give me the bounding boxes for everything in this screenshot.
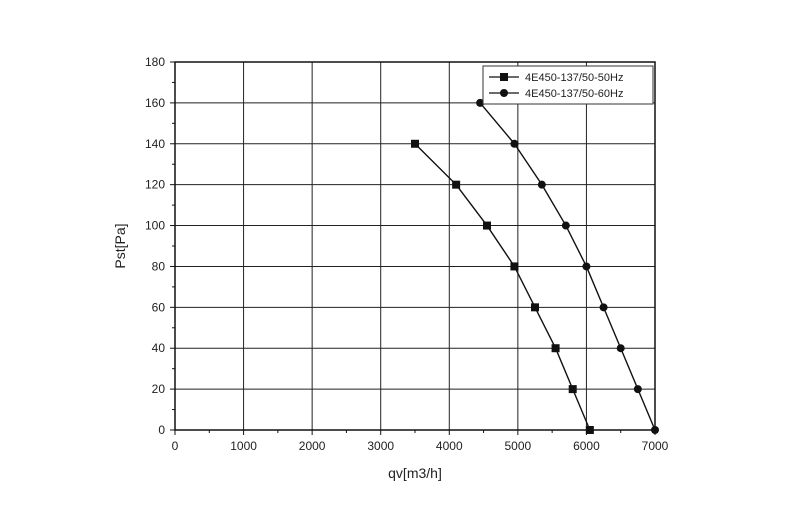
y-tick-label: 160 xyxy=(145,96,165,110)
y-tick-label: 80 xyxy=(152,259,166,273)
series-2 xyxy=(476,98,659,434)
data-point xyxy=(531,303,539,312)
series-group xyxy=(411,98,659,434)
y-tick-label: 180 xyxy=(145,55,165,69)
legend-item-2: 4E450-137/50-60Hz xyxy=(489,88,623,100)
data-point xyxy=(510,262,519,271)
y-tick-label: 100 xyxy=(145,219,165,233)
data-point xyxy=(476,98,485,107)
x-tick-label: 0 xyxy=(172,439,179,453)
y-axis-title: Pst[Pa] xyxy=(112,223,128,268)
series-line xyxy=(414,143,591,431)
legend-label: 4E450-137/50-60Hz xyxy=(525,88,623,100)
y-tick-label: 140 xyxy=(145,137,165,151)
data-point xyxy=(510,139,519,148)
x-tick-label: 7000 xyxy=(642,439,669,453)
y-tick-label: 40 xyxy=(152,341,166,355)
x-tick-label: 6000 xyxy=(573,439,600,453)
y-tick-label: 0 xyxy=(158,423,165,437)
axis-ticks: 0 1000 2000 3000 4000 5000 6000 7000 0 20 40 60 80 10… xyxy=(145,55,669,453)
x-axis-title: qv[m3/h] xyxy=(388,465,442,481)
x-tick-label: 3000 xyxy=(367,439,394,453)
legend: 4E450-137/50-50Hz 4E450-137/50-60Hz xyxy=(482,65,654,105)
y-tick-label: 120 xyxy=(145,178,165,192)
legend-marker xyxy=(500,73,508,81)
x-tick-label: 4000 xyxy=(436,439,463,453)
y-tick-label: 60 xyxy=(152,300,166,314)
legend-label: 4E450-137/50-50Hz xyxy=(525,72,623,84)
data-point xyxy=(537,180,546,189)
data-point xyxy=(599,303,608,312)
legend-item-1: 4E450-137/50-50Hz xyxy=(489,72,623,84)
x-tick-label: 1000 xyxy=(230,439,257,453)
legend-box xyxy=(482,65,654,105)
grid xyxy=(174,61,656,431)
data-point xyxy=(551,344,560,353)
data-point xyxy=(483,221,491,230)
data-point xyxy=(633,385,642,394)
data-point xyxy=(651,426,659,434)
legend-items: 4E450-137/50-50Hz 4E450-137/50-60Hz xyxy=(489,72,623,100)
data-point xyxy=(585,426,594,434)
data-point xyxy=(568,385,577,394)
data-point xyxy=(616,344,625,353)
legend-marker xyxy=(500,89,508,97)
x-tick-label: 2000 xyxy=(299,439,326,453)
x-tick-label: 5000 xyxy=(505,439,532,453)
data-point xyxy=(411,139,419,148)
plot-frame xyxy=(174,61,656,431)
y-tick-label: 20 xyxy=(152,382,166,396)
series-1 xyxy=(411,139,594,434)
data-point xyxy=(582,262,591,271)
data-point xyxy=(452,180,461,189)
data-point xyxy=(561,221,570,230)
